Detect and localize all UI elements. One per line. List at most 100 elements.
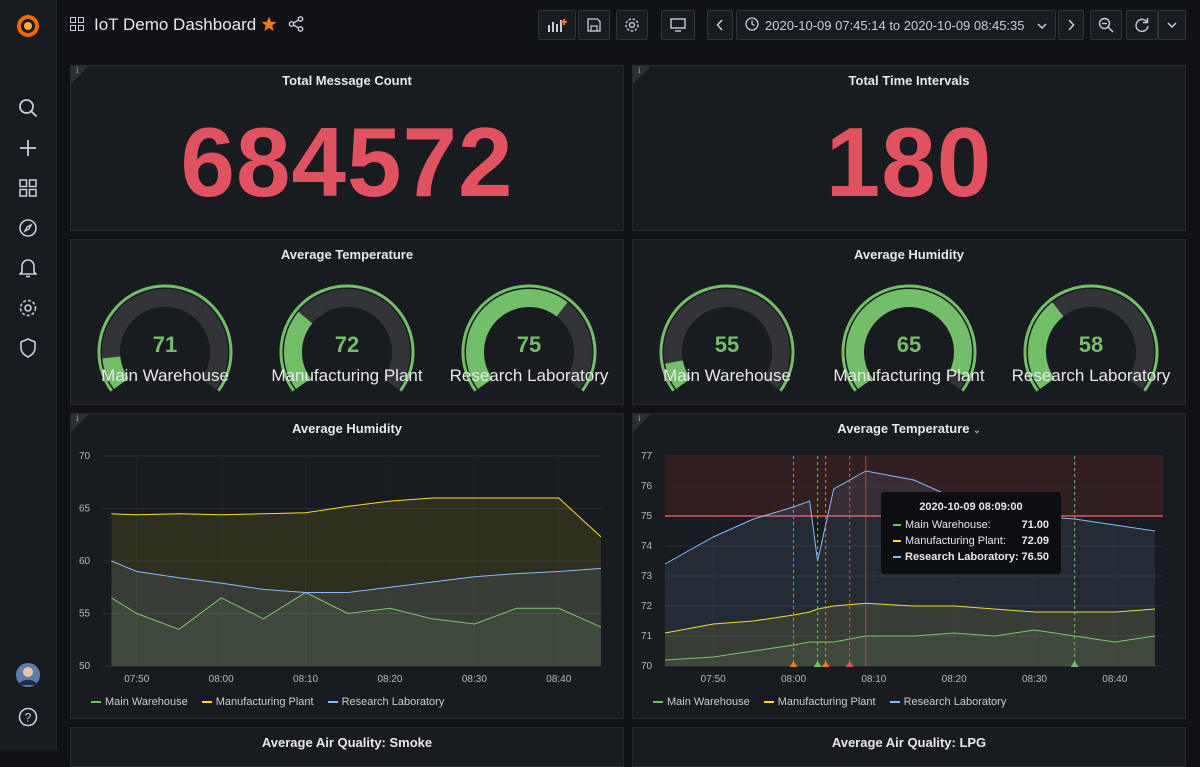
plus-icon[interactable] — [16, 136, 40, 160]
gauge-label: Main Warehouse — [101, 366, 229, 385]
tooltip-row: Main Warehouse: 71.00 — [893, 519, 1049, 531]
gauge-value: 71 — [153, 332, 177, 357]
tooltip-row: Research Laboratory: 76.50 — [893, 551, 1049, 563]
chart-axes: 50 55 60 65 70 07:50 08:00 08:10 08:20 08:30 08:40 — [79, 451, 601, 685]
gauge-label: Main Warehouse — [663, 366, 791, 385]
top-bar: IoT Demo Dashboard 2020-10-09 07:45:14 t… — [56, 0, 1200, 52]
gauge-label: Manufacturing Plant — [833, 366, 984, 385]
configuration-icon[interactable] — [16, 296, 40, 320]
refresh-icon[interactable] — [1126, 10, 1158, 40]
chevron-down-icon[interactable]: ⌄ — [973, 425, 981, 435]
tv-mode-icon[interactable] — [661, 10, 695, 40]
panel-title[interactable]: Average Temperature ⌄ — [837, 421, 981, 436]
gauge-label: Research Laboratory — [1012, 366, 1171, 385]
panel-total-message-count: i Total Message Count 684572 — [70, 65, 624, 231]
gauge-value: 65 — [897, 332, 921, 357]
panel-average-temperature-chart: i Average Temperature ⌄ 70 71 72 73 74 75 76 77… — [632, 413, 1186, 719]
time-range-picker[interactable]: 2020-10-09 07:45:14 to 2020-10-09 08:45:… — [736, 10, 1056, 40]
y-tick-label: 65 — [79, 504, 91, 515]
legend-item[interactable]: Main Warehouse — [653, 696, 750, 708]
panel-info-icon[interactable]: i — [633, 66, 651, 84]
gauge-threshold-arc — [1023, 284, 1159, 392]
x-tick-label: 08:00 — [781, 674, 806, 685]
x-tick-label: 08:20 — [377, 674, 402, 685]
alerting-icon[interactable] — [16, 256, 40, 280]
save-icon[interactable] — [578, 10, 610, 40]
y-tick-label: 73 — [641, 571, 653, 582]
dashboard-title[interactable]: IoT Demo Dashboard — [94, 15, 257, 34]
explore-icon[interactable] — [16, 216, 40, 240]
time-back-button[interactable] — [707, 10, 733, 40]
panel-info-icon[interactable]: i — [71, 414, 89, 432]
legend-item[interactable]: Manufacturing Plant — [763, 696, 876, 708]
panel-air-quality-lpg: Average Air Quality: LPG — [632, 727, 1186, 767]
panel-title[interactable]: Average Temperature — [280, 247, 414, 262]
legend-item[interactable]: Main Warehouse — [91, 696, 188, 708]
help-icon[interactable]: ? — [16, 705, 40, 729]
series-line[interactable] — [111, 591, 602, 630]
panel-title[interactable]: Average Air Quality: LPG — [831, 735, 987, 750]
star-icon[interactable] — [261, 16, 277, 37]
user-avatar[interactable] — [16, 663, 40, 687]
gauge-track — [102, 289, 228, 390]
legend-item[interactable]: Research Laboratory — [327, 696, 444, 708]
gauge-value: 72 — [335, 332, 359, 357]
chart-legend: Main Warehouse Manufacturing Plant Resea… — [91, 696, 444, 708]
gauge-fill — [102, 356, 129, 390]
x-tick-label: 08:00 — [209, 674, 234, 685]
chart-tooltip: 2020-10-09 08:09:00 Main Warehouse: 71.00… — [881, 492, 1061, 574]
panel-title[interactable]: Average Humidity — [853, 247, 965, 262]
y-tick-label: 70 — [641, 661, 653, 672]
legend-item[interactable]: Manufacturing Plant — [201, 696, 314, 708]
dashboards-icon[interactable] — [16, 176, 40, 200]
panel-title[interactable]: Total Time Intervals — [848, 73, 970, 88]
tooltip-row: Manufacturing Plant: 72.09 — [893, 535, 1049, 547]
y-tick-label: 74 — [641, 541, 653, 552]
stat-value: 180 — [825, 107, 993, 217]
gauge-fill — [284, 311, 313, 390]
panel-title[interactable]: Total Message Count — [282, 73, 412, 88]
settings-icon[interactable] — [616, 10, 648, 40]
y-tick-label: 60 — [79, 556, 91, 567]
gauge-threshold-arc — [461, 284, 597, 392]
series-line[interactable] — [111, 560, 602, 593]
gauge-label: Manufacturing Plant — [271, 366, 422, 385]
panel-total-time-intervals: i Total Time Intervals 180 — [632, 65, 1186, 231]
x-tick-label: 07:50 — [701, 674, 726, 685]
annotation-marker[interactable] — [821, 661, 830, 667]
annotation-marker[interactable] — [845, 661, 854, 667]
search-icon[interactable] — [16, 96, 40, 120]
panel-title[interactable]: Average Humidity — [291, 421, 403, 436]
humidity-chart[interactable]: 50 55 60 65 70 07:50 08:00 08:10 08:20 08:30 08:40 — [71, 444, 623, 714]
series-area — [111, 592, 602, 666]
y-tick-label: 50 — [79, 661, 91, 672]
panel-average-temperature-gauges: Average Temperature 71 Main Warehouse 72 Ma… — [70, 239, 624, 405]
y-tick-label: 55 — [79, 609, 91, 620]
gauge-fill — [846, 289, 972, 390]
share-icon[interactable] — [288, 16, 304, 37]
x-tick-label: 08:30 — [462, 674, 487, 685]
panel-title[interactable]: Average Air Quality: Smoke — [261, 735, 433, 750]
chart-legend: Main Warehouse Manufacturing Plant Resea… — [653, 696, 1006, 708]
annotation-marker[interactable] — [789, 661, 798, 667]
series-line[interactable] — [111, 497, 602, 538]
shield-icon[interactable] — [16, 336, 40, 360]
x-tick-label: 08:20 — [942, 674, 967, 685]
panel-info-icon[interactable]: i — [633, 414, 651, 432]
annotation-marker[interactable] — [1070, 661, 1079, 667]
refresh-interval-dropdown[interactable] — [1158, 10, 1186, 40]
panel-average-humidity-chart: i Average Humidity 50 55 60 65 70 07:50 08:00 0… — [70, 413, 624, 719]
temperature-chart[interactable]: 70 71 72 73 74 75 76 77 07:50 08:00 08:10 08:20 08:3… — [633, 444, 1185, 714]
add-panel-button[interactable] — [538, 10, 576, 40]
time-forward-button[interactable] — [1058, 10, 1084, 40]
dashboard-grid-icon[interactable] — [70, 17, 84, 36]
legend-item[interactable]: Research Laboratory — [889, 696, 1006, 708]
y-tick-label: 75 — [641, 511, 653, 522]
annotation-marker[interactable] — [813, 661, 822, 667]
zoom-out-icon[interactable] — [1090, 10, 1122, 40]
gauge-value: 55 — [715, 332, 739, 357]
gauge-threshold-arc — [279, 284, 415, 392]
panel-info-icon[interactable]: i — [71, 66, 89, 84]
grafana-logo-icon[interactable] — [14, 12, 42, 40]
x-tick-label: 08:40 — [1102, 674, 1127, 685]
